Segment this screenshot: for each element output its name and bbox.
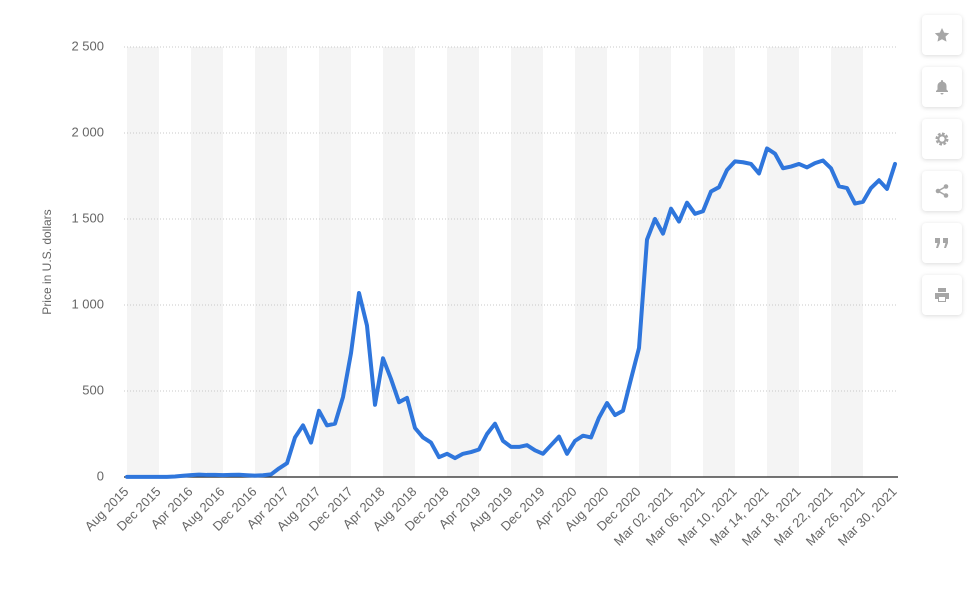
shaded-band (703, 47, 735, 477)
settings-button[interactable] (922, 119, 962, 159)
data-line (125, 146, 897, 479)
alert-button[interactable] (922, 67, 962, 107)
y-tick-label: 0 (97, 468, 104, 483)
cite-button[interactable] (922, 223, 962, 263)
share-icon (935, 184, 949, 198)
quote-icon (935, 238, 948, 248)
y-axis-title: Price in U.S. dollars (40, 209, 54, 314)
y-tick-label: 2 500 (71, 38, 104, 53)
y-tick-label: 1 000 (71, 296, 104, 311)
favorite-button[interactable] (922, 15, 962, 55)
shaded-band (255, 47, 287, 477)
chart: Price in U.S. dollars 0 500 1 000 1 500 2 00… (40, 38, 899, 548)
y-tick-label: 500 (82, 382, 104, 397)
y-tick-label: 1 500 (71, 210, 104, 225)
shaded-band (831, 47, 863, 477)
star-icon (934, 28, 950, 42)
shaded-band (511, 47, 543, 477)
bell-icon (936, 80, 948, 95)
shaded-band (575, 47, 607, 477)
gear-icon (935, 132, 949, 146)
shaded-band (319, 47, 351, 477)
shaded-band (447, 47, 479, 477)
print-button[interactable] (922, 275, 962, 315)
y-tick-label: 2 000 (71, 124, 104, 139)
shaded-band (767, 47, 799, 477)
share-button[interactable] (922, 171, 962, 211)
print-icon (935, 288, 949, 302)
shaded-band (127, 47, 159, 477)
shaded-band (191, 47, 223, 477)
